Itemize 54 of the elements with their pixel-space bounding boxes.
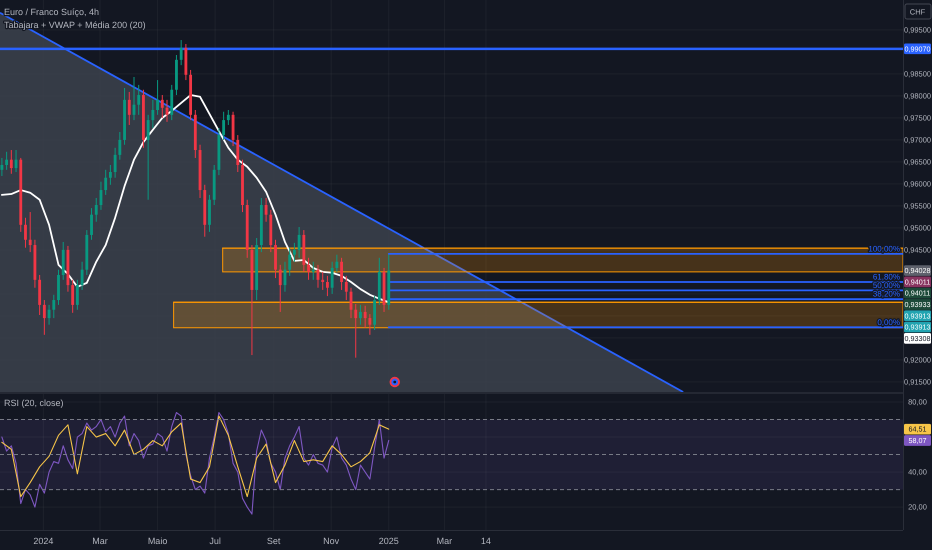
- x-tick-label: 14: [480, 536, 491, 546]
- candlestick: [312, 261, 315, 280]
- candlestick: [166, 99, 168, 122]
- candlestick: [326, 275, 329, 297]
- series-label: 38,20%: [872, 290, 900, 299]
- line-series: [1, 412, 390, 515]
- candlestick: [0, 157, 4, 176]
- candlestick: [104, 169, 108, 196]
- series-label: 50,00%: [872, 280, 900, 290]
- candlestick: [316, 264, 320, 288]
- x-tick-label: 2024: [33, 536, 54, 546]
- candlestick: [42, 300, 46, 336]
- candlestick: [350, 287, 352, 319]
- candlestick: [114, 147, 117, 178]
- series-label: 61,80%: [872, 272, 900, 282]
- candlestick: [368, 314, 372, 336]
- candlestick: [330, 261, 334, 294]
- candlestick: [151, 99, 154, 129]
- candlestick: [76, 279, 79, 310]
- candlestick: [222, 111, 226, 140]
- candlestick: [80, 261, 84, 290]
- candlestick: [364, 305, 367, 328]
- candlestick: [100, 181, 102, 210]
- candlestick: [108, 164, 112, 186]
- x-tick-label: Set: [266, 536, 281, 546]
- candlestick: [24, 217, 27, 248]
- candlestick: [226, 109, 230, 126]
- candlestick: [340, 257, 343, 290]
- text: RSI (20, close): [4, 398, 64, 408]
- series-label: 0,00%: [877, 318, 900, 327]
- candlestick: [359, 304, 362, 326]
- candlestick: [335, 254, 338, 272]
- candlestick: [71, 279, 74, 314]
- candlestick: [5, 151, 8, 170]
- x-tick-label: Mar: [436, 536, 452, 546]
- x-tick-label: Jul: [209, 536, 221, 546]
- text: Euro / Franco Suíço, 4h: [4, 7, 100, 17]
- candlestick: [264, 197, 268, 222]
- candlestick: [146, 114, 150, 200]
- line-series: [0, 94, 390, 304]
- x-tick-label: Maio: [148, 536, 168, 546]
- x-tick-label: Mar: [92, 536, 108, 546]
- candlestick: [48, 304, 50, 326]
- candlestick: [292, 242, 296, 262]
- candlestick: [14, 150, 18, 173]
- candlestick: [132, 76, 136, 121]
- line-series: [1, 416, 390, 498]
- candlestick: [156, 80, 159, 116]
- candlestick: [90, 208, 93, 240]
- candlestick: [284, 261, 286, 292]
- x-tick-label: 2025: [378, 536, 399, 546]
- candlestick: [307, 257, 310, 280]
- candlestick: [298, 226, 301, 258]
- x-tick-label: Nov: [323, 536, 340, 546]
